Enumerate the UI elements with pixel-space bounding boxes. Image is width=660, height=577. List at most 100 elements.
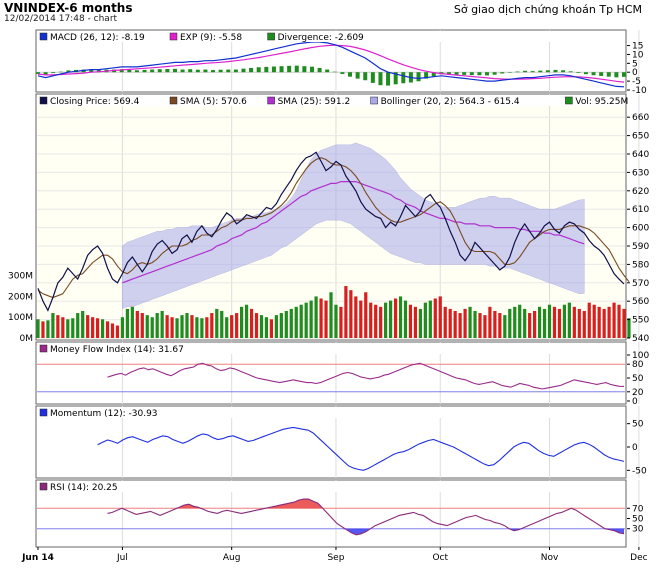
volume-bar: [145, 315, 149, 338]
volume-bar: [533, 310, 537, 338]
divergence-bar: [363, 72, 368, 81]
volume-bar: [41, 321, 45, 338]
volume-bar: [388, 300, 393, 338]
volume-bar: [448, 308, 452, 338]
price-ytick-label: 550: [632, 316, 649, 326]
volume-bar: [403, 300, 408, 338]
volume-bar: [483, 315, 487, 338]
volume-bar: [294, 306, 298, 338]
divergence-bar: [553, 69, 558, 73]
momentum-ytick-label: 0: [632, 443, 638, 453]
volume-bar: [408, 304, 413, 338]
volume-bar: [369, 302, 373, 338]
volume-bar: [319, 298, 323, 338]
volume-bar: [254, 313, 259, 338]
volume-bar: [418, 308, 422, 338]
divergence-bar: [150, 69, 155, 73]
divergence-bar: [127, 69, 132, 73]
volume-bar: [135, 310, 139, 338]
volume-bar: [264, 317, 269, 338]
volume-bar: [274, 315, 278, 338]
divergence-bar: [180, 69, 185, 73]
divergence-bar: [355, 72, 360, 79]
volume-bar: [528, 313, 532, 338]
legend-swatch: [39, 408, 48, 417]
volume-bar: [289, 308, 293, 338]
divergence-bar: [431, 72, 436, 77]
volume-bar: [284, 310, 288, 338]
volume-bar: [508, 308, 512, 338]
volume-bar: [190, 315, 194, 338]
divergence-bar: [195, 69, 200, 73]
macd-ytick-label: 5: [632, 59, 638, 69]
divergence-bar: [545, 70, 550, 73]
legend-bg: [37, 481, 625, 492]
volume-bar: [105, 321, 110, 338]
volume-bar: [617, 304, 621, 338]
volume-bar: [304, 302, 308, 338]
legend-label: Vol: 95.25M: [575, 97, 628, 107]
legend-label: Closing Price: 569.4: [50, 97, 140, 107]
volume-bar: [597, 306, 601, 338]
divergence-bar: [401, 72, 406, 84]
closing-price-line: [37, 151, 625, 312]
divergence-bar: [317, 67, 322, 73]
chart-date-text: 12/02/2014 17:48 -: [4, 14, 91, 24]
volume-bar: [120, 317, 125, 338]
volume-bar: [115, 325, 120, 338]
divergence-bar: [226, 69, 231, 73]
divergence-bar: [271, 66, 276, 73]
price-ytick-label: 580: [632, 260, 649, 270]
divergence-bar: [454, 72, 459, 75]
volume-bar: [259, 315, 264, 338]
volume-bar: [423, 302, 427, 338]
divergence-bar: [264, 66, 269, 73]
divergence-bar: [416, 72, 421, 82]
volume-bar: [91, 317, 95, 338]
divergence-bar: [622, 72, 626, 77]
price-ytick-label: 630: [632, 168, 649, 178]
legend-label: EXP (9): -5.58: [180, 33, 242, 43]
exp-line: [37, 44, 625, 83]
chart-date-link[interactable]: chart: [93, 14, 118, 24]
momentum-panel: 50 0 -50 Momentum (12): -30.93: [35, 405, 647, 479]
divergence-bar: [599, 72, 604, 76]
volume-bar: [170, 317, 174, 338]
volume-bar: [220, 310, 224, 338]
legend-bg: [37, 407, 625, 418]
volume-bar: [552, 306, 557, 338]
price-ytick-label: 560: [632, 297, 649, 307]
price-ytick-label: 610: [632, 205, 649, 215]
chart-date: 12/02/2014 17:48 - chart: [4, 14, 117, 24]
volume-tick-label: 0M: [20, 334, 34, 344]
legend-swatch: [169, 96, 178, 105]
legend-label: MACD (26, 12): -8.19: [50, 33, 145, 43]
volume-bar: [542, 308, 547, 338]
divergence-bar: [386, 72, 391, 86]
volume-bar: [309, 300, 313, 338]
volume-bar: [562, 304, 567, 338]
volume-bar: [463, 308, 467, 338]
divergence-bar: [500, 72, 505, 74]
price-ytick-label: 540: [632, 334, 649, 344]
divergence-bar: [309, 66, 314, 73]
divergence-bar: [576, 72, 581, 73]
volume-bar: [567, 302, 571, 338]
chart-header: VNINDEX-6 months 12/02/2014 17:48 - char…: [0, 0, 660, 30]
divergence-bar: [43, 72, 48, 75]
volume-bar: [468, 306, 472, 338]
divergence-bar: [157, 69, 162, 73]
divergence-bar: [393, 72, 398, 85]
volume-bar: [210, 313, 214, 338]
price-ytick-label: 650: [632, 132, 649, 142]
divergence-bar: [302, 66, 307, 73]
momentum-line: [97, 426, 625, 471]
x-tick-label: Jul: [116, 553, 128, 563]
chart-title: VNINDEX-6 months: [4, 1, 133, 15]
volume-bar: [473, 310, 477, 338]
volume-bar: [56, 315, 60, 338]
legend-label: Bollinger (20, 2): 564.3 - 615.4: [381, 97, 520, 107]
divergence-bar: [591, 72, 596, 76]
